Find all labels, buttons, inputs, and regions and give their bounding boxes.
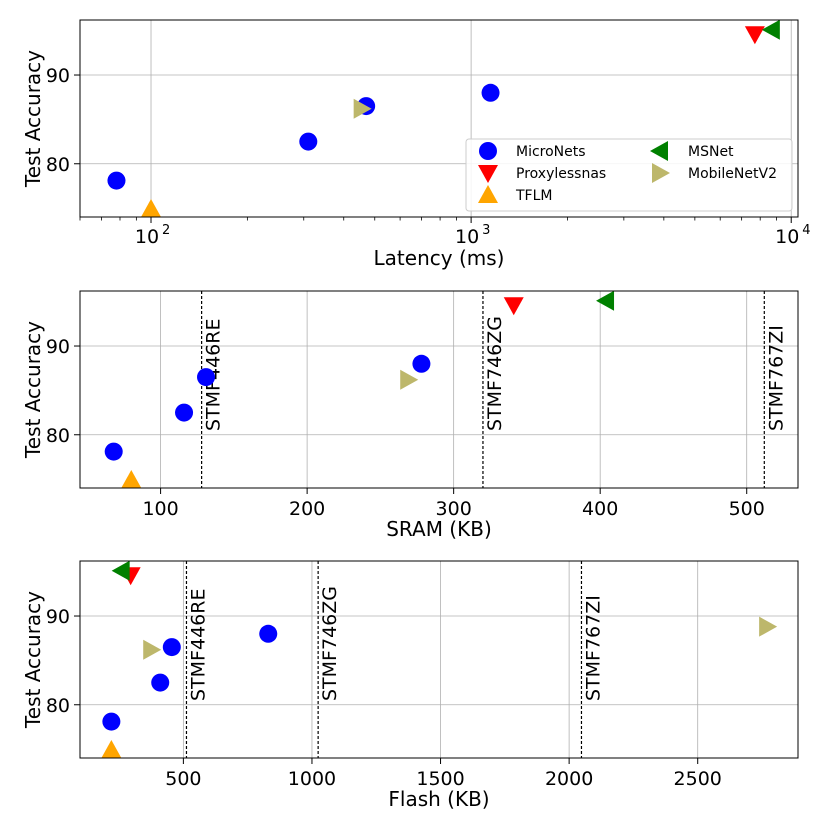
- axes-frame: [79, 560, 799, 759]
- point-tflm-1: [121, 470, 142, 489]
- vline-label-3: STMF767ZI: [582, 595, 604, 701]
- axes-frame: [79, 290, 799, 489]
- x-tick-label-2: 1000: [288, 768, 336, 790]
- point-micronets-4: [481, 83, 500, 102]
- axes-frame: [79, 19, 799, 218]
- point-tflm-1: [141, 199, 162, 218]
- vline-label-3: STMF767ZI: [765, 325, 787, 431]
- vline-label-2: STMF746ZG: [319, 586, 341, 701]
- x-axis-label: Flash (KB): [388, 787, 489, 811]
- y-tick-label-2: 90: [46, 65, 70, 87]
- point-micronets-2: [151, 673, 170, 692]
- x-tick-label-1: 500: [165, 768, 201, 790]
- point-micronets-1: [107, 171, 126, 190]
- point-micronets-4: [412, 354, 431, 373]
- y-axis-label: Test Accuracy: [21, 591, 45, 729]
- legend-marker-micronets: [479, 142, 497, 160]
- point-mobilenetv2-1: [143, 639, 162, 660]
- vline-label-2: STMF746ZG: [484, 316, 506, 431]
- legend-label-msnet: MSNet: [688, 144, 734, 160]
- legend-label-tflm: TFLM: [515, 188, 552, 204]
- legend-marker-mobilenetv2: [652, 163, 670, 183]
- point-mobilenetv2-1: [400, 369, 419, 390]
- legend-frame: [465, 138, 793, 212]
- vline-label-1: STMF446RE: [187, 589, 209, 701]
- legend-label-proxylessnas: Proxylessnas: [516, 166, 606, 182]
- x-tick-label-4: 400: [582, 498, 618, 520]
- x-axis-label: Latency (ms): [374, 246, 505, 270]
- y-axis-label: Test Accuracy: [21, 50, 45, 188]
- x-tick-label-5: 2500: [674, 768, 722, 790]
- x-tick-label-2: 200: [289, 498, 325, 520]
- legend: MicroNets Proxylessnas TFLM MSNet MobileNetV…: [465, 138, 793, 212]
- point-tflm-1: [101, 740, 122, 759]
- x-tick-label-5: 500: [729, 498, 765, 520]
- point-micronets-2: [175, 403, 194, 422]
- legend-marker-msnet: [650, 141, 668, 161]
- x-tick-label-1: 100: [142, 498, 178, 520]
- point-msnet-1: [111, 560, 130, 581]
- point-mobilenetv2-1: [353, 98, 372, 119]
- subplot-2: STMF446RESTMF746ZGSTMF767ZI1002003004005…: [21, 290, 799, 541]
- point-mobilenetv2-2: [759, 616, 778, 637]
- x-tick-label-1: 10: [135, 226, 159, 248]
- point-msnet-1: [761, 19, 780, 40]
- legend-label-mobilenetv2: MobileNetV2: [688, 166, 777, 182]
- x-tick-label-2: 10: [455, 226, 479, 248]
- point-micronets-1: [102, 712, 121, 731]
- legend-marker-tflm: [478, 185, 498, 203]
- x-tick-label-3: 300: [436, 498, 472, 520]
- point-proxylessnas-1: [744, 26, 765, 45]
- point-micronets-3: [162, 638, 181, 657]
- y-tick-label-2: 90: [46, 336, 70, 358]
- y-tick-label-1: 80: [46, 695, 70, 717]
- point-micronets-3: [197, 368, 216, 387]
- y-tick-label-1: 80: [46, 425, 70, 447]
- x-tick-label-3: 1500: [416, 768, 464, 790]
- point-msnet-1: [596, 290, 615, 311]
- subplot-3: STMF446RE STMF746ZG STMF767ZI 500 1000 1500 20…: [21, 560, 799, 811]
- x-axis-label: SRAM (KB): [386, 517, 492, 541]
- y-tick-label-2: 90: [46, 606, 70, 628]
- legend-label-micronets: MicroNets: [516, 144, 586, 160]
- x-tick-exp-1: 2: [162, 223, 170, 238]
- legend-marker-proxylessnas: [478, 165, 498, 183]
- x-tick-exp-3: 4: [802, 223, 810, 238]
- point-micronets-1: [104, 442, 123, 461]
- y-axis-label: Test Accuracy: [21, 321, 45, 459]
- point-micronets-4: [259, 624, 278, 643]
- point-proxylessnas-1: [503, 297, 524, 316]
- x-tick-label-3: 10: [775, 226, 799, 248]
- point-micronets-2: [299, 132, 318, 151]
- y-tick-label-1: 80: [46, 154, 70, 176]
- x-tick-exp-2: 3: [482, 223, 490, 238]
- x-tick-label-4: 2000: [545, 768, 593, 790]
